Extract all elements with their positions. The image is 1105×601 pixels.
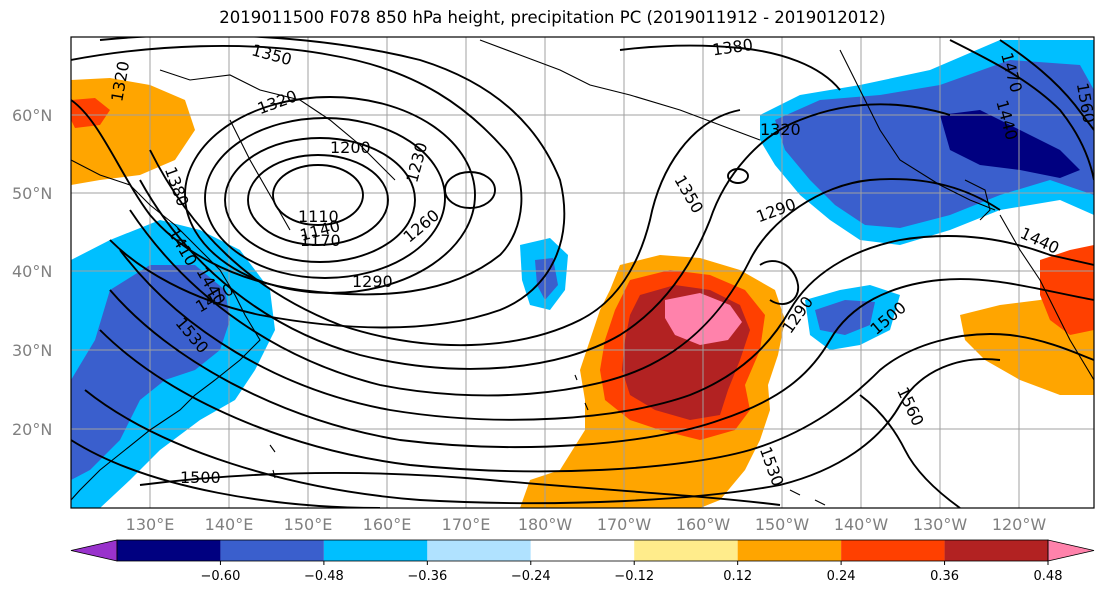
colorbar-segment (323, 540, 428, 561)
colorbar-segment (220, 540, 324, 561)
colorbar-tick-label: −0.24 (511, 569, 551, 584)
lon-label: 140°W (834, 515, 889, 534)
colorbar-segment (530, 540, 635, 561)
lon-label: 140°E (205, 515, 254, 534)
contour-label: 1380 (711, 35, 754, 59)
longitude-labels: 130°E 140°E 150°E 160°E 170°E 180°W 170°… (126, 515, 1047, 534)
map-plot-area: 1200 1230 1260 1290 1320 1350 1380 1410 … (71, 35, 1099, 508)
coastlines (71, 39, 1094, 506)
map-title: 2019011500 F078 850 hPa height, precipit… (219, 8, 886, 27)
colorbar-tick-label: 0.36 (930, 569, 959, 584)
contour-label: 1500 (180, 468, 221, 487)
colorbar-tick-label: −0.48 (304, 569, 344, 584)
colorbar-tick-label: 0.12 (723, 569, 752, 584)
lon-label: 150°E (284, 515, 333, 534)
colorbar-segment (737, 540, 842, 561)
colorbar-tick-label: 0.24 (827, 569, 856, 584)
map-frame (70, 36, 1095, 509)
negative-shading (71, 40, 1094, 508)
colorbar-tick-label: −0.36 (407, 569, 447, 584)
lon-label: 160°W (676, 515, 731, 534)
lon-label: 130°W (913, 515, 968, 534)
colorbar-segment (117, 540, 221, 561)
lon-label: 150°W (755, 515, 810, 534)
lon-label: 130°E (126, 515, 175, 534)
latitude-labels: 60°N 50°N 40°N 30°N 20°N (12, 106, 52, 439)
lon-label: 170°E (442, 515, 491, 534)
colorbar-tick-label: −0.12 (614, 569, 654, 584)
lat-label: 30°N (12, 341, 52, 360)
colorbar-tick-label: 0.48 (1034, 569, 1063, 584)
contour-label: 1110 (298, 207, 339, 226)
lon-label: 120°W (992, 515, 1047, 534)
contour-label: 1200 (330, 138, 371, 157)
colorbar-tick-label: −0.60 (201, 569, 241, 584)
colorbar-border (116, 539, 1049, 562)
contour-label: 1170 (300, 231, 341, 250)
colorbar-extend-high (1047, 539, 1095, 562)
colorbar-segment (841, 540, 945, 561)
colorbar-segment (427, 540, 531, 561)
contour-label: 1560 (1073, 81, 1099, 124)
lat-label: 50°N (12, 184, 52, 203)
lat-label: 20°N (12, 420, 52, 439)
colorbar-extend-low (70, 539, 118, 562)
contour-label: 1320 (760, 120, 801, 139)
colorbar-segment (634, 540, 738, 561)
graticule (71, 37, 1094, 508)
lon-label: 170°W (597, 515, 652, 534)
colorbar: −0.60 −0.48 −0.36 −0.24 −0.12 0.12 0.24 0.36 0.4… (70, 539, 1095, 584)
lat-label: 60°N (12, 106, 52, 125)
lon-label: 180°W (518, 515, 573, 534)
lon-label: 160°E (363, 515, 412, 534)
contour-label: 1290 (352, 272, 393, 291)
colorbar-segment (944, 540, 1048, 561)
height-contours (71, 37, 1094, 508)
lat-label: 40°N (12, 262, 52, 281)
